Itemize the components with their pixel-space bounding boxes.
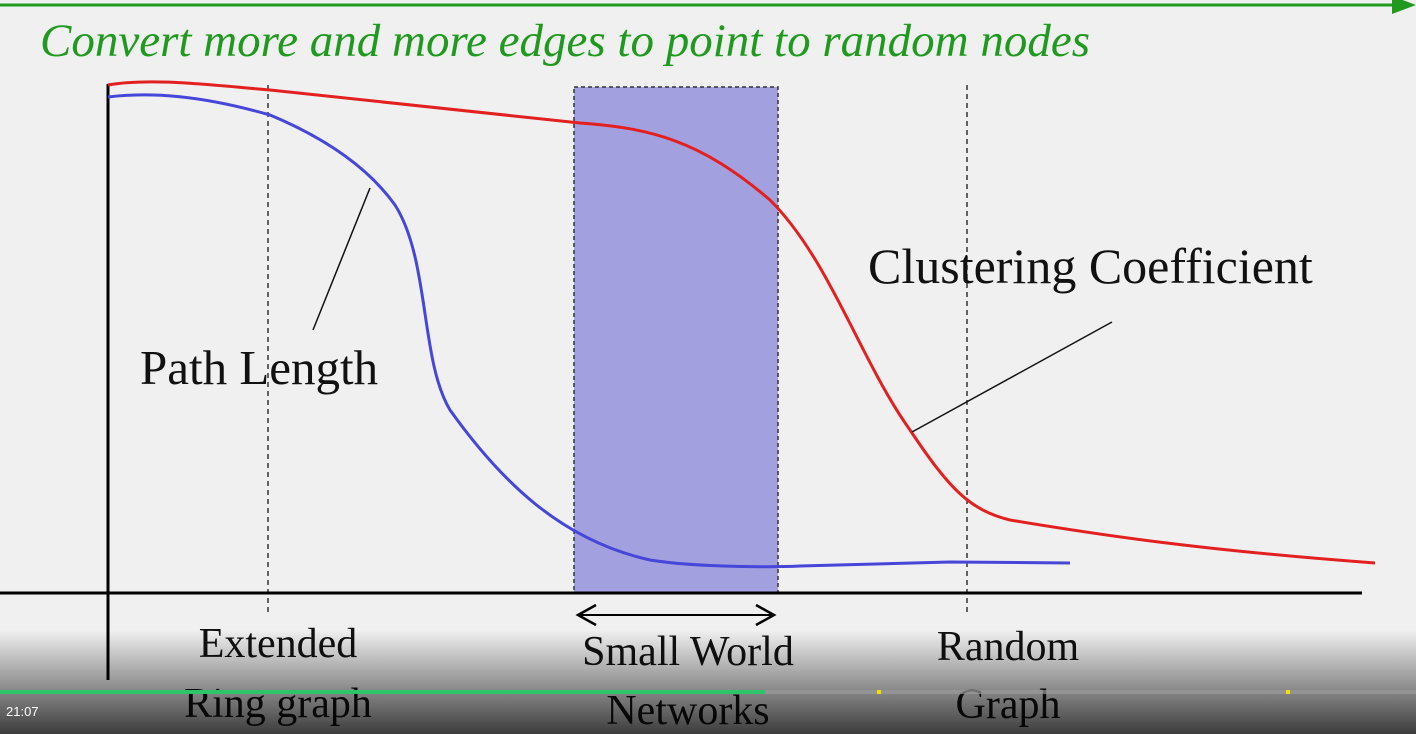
arrow-head <box>1392 0 1416 14</box>
current-time: 21:07 <box>6 704 39 719</box>
clustering-curve <box>107 80 1376 565</box>
pointer <box>312 187 371 331</box>
seek-progress <box>0 690 765 694</box>
curve-label: Path Length <box>140 340 378 395</box>
controls-shade <box>0 630 1416 734</box>
arrow-head <box>575 603 597 627</box>
path-length-curve <box>107 93 1071 569</box>
curve-label: Clustering Coefficient <box>868 238 1313 294</box>
arrow-head <box>755 603 777 627</box>
small-world-region <box>573 86 779 594</box>
slide-title: Convert more and more edges to point to … <box>40 15 1090 67</box>
seek-marker <box>1286 690 1290 694</box>
pointer <box>911 321 1113 433</box>
seek-marker <box>877 690 881 694</box>
